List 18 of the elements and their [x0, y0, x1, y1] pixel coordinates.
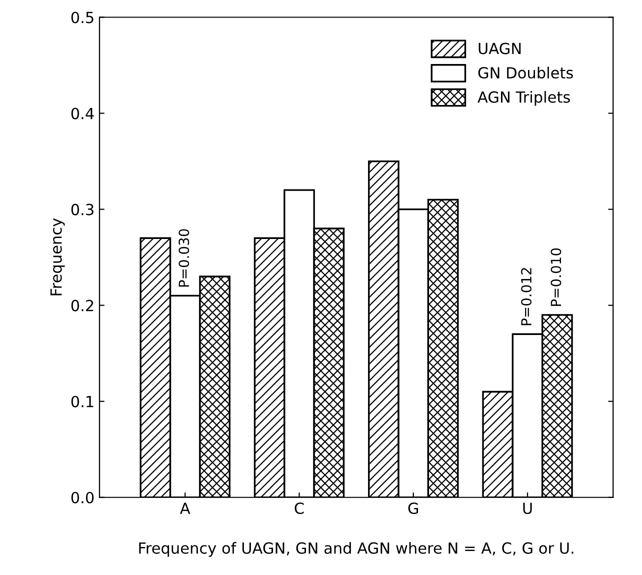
annotation: P=0.030 [178, 229, 190, 287]
y-tick-label: 0.2 [71, 300, 94, 312]
x-tick-label: G [408, 502, 418, 514]
annotation: P=0.012 [521, 268, 532, 326]
legend-label: AGN Triplets [478, 91, 570, 106]
x-axis-title: Frequency of UAGN, GN and AGN where N = A, C, G or U. [139, 542, 574, 557]
legend-label: UAGN [478, 42, 521, 54]
y-tick-label: 0.0 [71, 492, 94, 504]
y-tick-label: 0.4 [71, 108, 94, 120]
y-tick-label: 0.5 [71, 12, 94, 24]
annotation: P=0.010 [550, 248, 562, 306]
y-axis-title: Frequency [50, 218, 65, 296]
y-tick-label: 0.1 [71, 396, 94, 408]
y-tick-label: 0.3 [71, 204, 94, 216]
x-tick-label: U [523, 502, 532, 514]
legend-label: GN Doublets [478, 66, 573, 79]
x-tick-label: A [180, 502, 190, 514]
x-tick-label: C [294, 502, 304, 514]
